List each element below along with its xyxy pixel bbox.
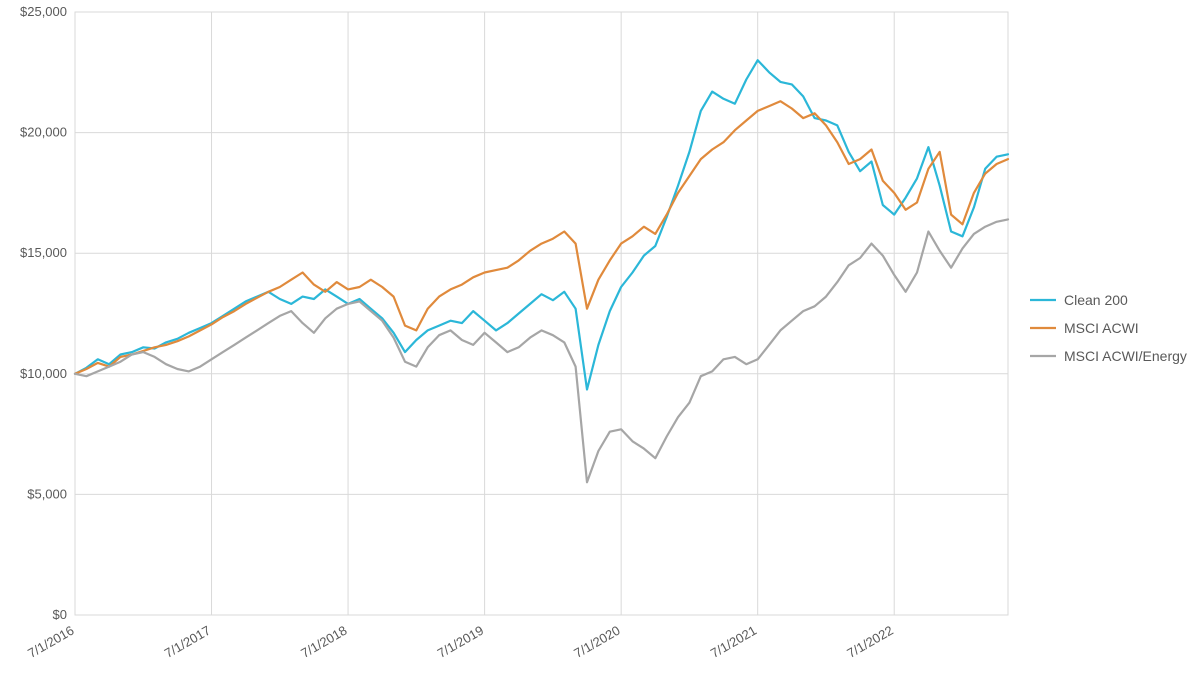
y-axis-label: $15,000 [20, 245, 67, 260]
y-axis-label: $10,000 [20, 366, 67, 381]
line-chart: $0$5,000$10,000$15,000$20,000$25,0007/1/… [0, 0, 1200, 675]
y-axis-label: $25,000 [20, 4, 67, 19]
y-axis-label: $5,000 [27, 486, 67, 501]
y-axis-label: $20,000 [20, 125, 67, 140]
legend-label: Clean 200 [1064, 292, 1128, 308]
chart-svg: $0$5,000$10,000$15,000$20,000$25,0007/1/… [0, 0, 1200, 675]
legend-label: MSCI ACWI/Energy [1064, 348, 1187, 364]
y-axis-label: $0 [53, 607, 67, 622]
legend-label: MSCI ACWI [1064, 320, 1139, 336]
